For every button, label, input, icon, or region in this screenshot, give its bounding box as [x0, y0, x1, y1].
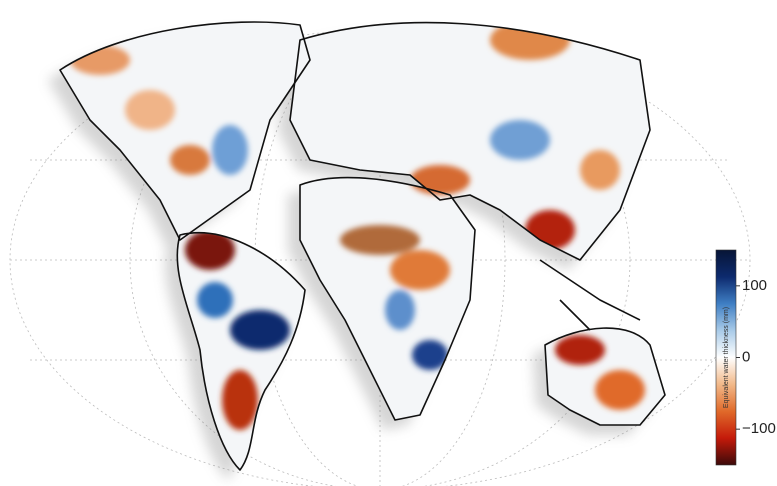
- tick-label: 0: [742, 348, 750, 365]
- coastlines: [59, 21, 666, 471]
- tick-label: −100: [742, 420, 776, 437]
- colorbar: 100 0 −100 Equivalent water thickness (mm): [715, 249, 776, 466]
- water-anomaly: [60, 22, 665, 470]
- colorbar-label: Equivalent water thickness (mm): [723, 307, 730, 408]
- tick-label: 100: [742, 277, 767, 294]
